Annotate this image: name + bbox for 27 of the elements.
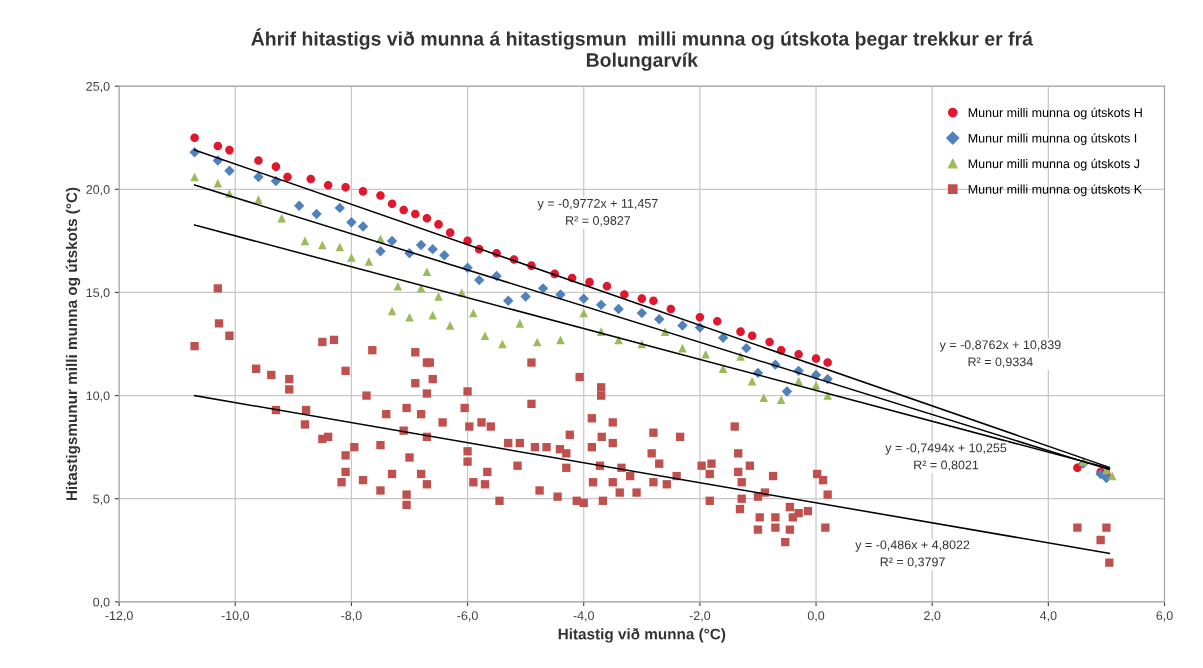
legend-label: Munur milli munna og útskots H bbox=[968, 107, 1142, 120]
x-tick-label: -4,0 bbox=[573, 611, 594, 622]
y-axis-title: Hitastigsmunur milli munna og útskots (°C) bbox=[65, 187, 81, 501]
y-tick-label: 5,0 bbox=[93, 494, 110, 505]
annotation: y = -0,8762x + 10,839 R² = 0,9334 bbox=[939, 340, 1061, 368]
y-tick-label: 20,0 bbox=[86, 185, 110, 196]
x-tick-label: 4,0 bbox=[1039, 611, 1057, 622]
x-tick-label: -6,0 bbox=[457, 611, 478, 622]
y-tick-label: 15,0 bbox=[86, 288, 110, 299]
legend-label: Munur milli munna og útskots J bbox=[968, 158, 1140, 171]
y-tick-label: 25,0 bbox=[86, 81, 110, 93]
annotation: y = -0,7494x + 10,255 R² = 0,8021 bbox=[885, 443, 1007, 471]
y-tick-label: 10,0 bbox=[86, 391, 110, 402]
x-tick-label: 6,0 bbox=[1156, 611, 1173, 622]
chart-title: Áhrif hitastigs við munna á hitastigsmun milli munna og útskota þegar trekkur er frá Bolungarvík bbox=[251, 28, 1033, 71]
annotation: y = -0,9772x + 11,457 R² = 0,9827 bbox=[537, 198, 658, 227]
annotation: y = -0,486x + 4,8022 R² = 0,3797 bbox=[855, 540, 970, 568]
legend-label: Munur milli munna og útskots I bbox=[968, 133, 1137, 146]
x-tick-label: -8,0 bbox=[341, 611, 362, 622]
y-tick-label: 0,0 bbox=[93, 597, 110, 608]
x-tick-label: -10,0 bbox=[221, 611, 250, 622]
x-tick-label: -2,0 bbox=[689, 611, 711, 622]
x-tick-label: 2,0 bbox=[924, 611, 941, 622]
legend-label: Munur milli munna og útskots K bbox=[968, 184, 1142, 197]
x-tick-label: -12,0 bbox=[105, 611, 133, 622]
x-tick-label: 0,0 bbox=[807, 611, 825, 622]
x-axis-title: Hitastig við munna (°C) bbox=[558, 628, 726, 643]
